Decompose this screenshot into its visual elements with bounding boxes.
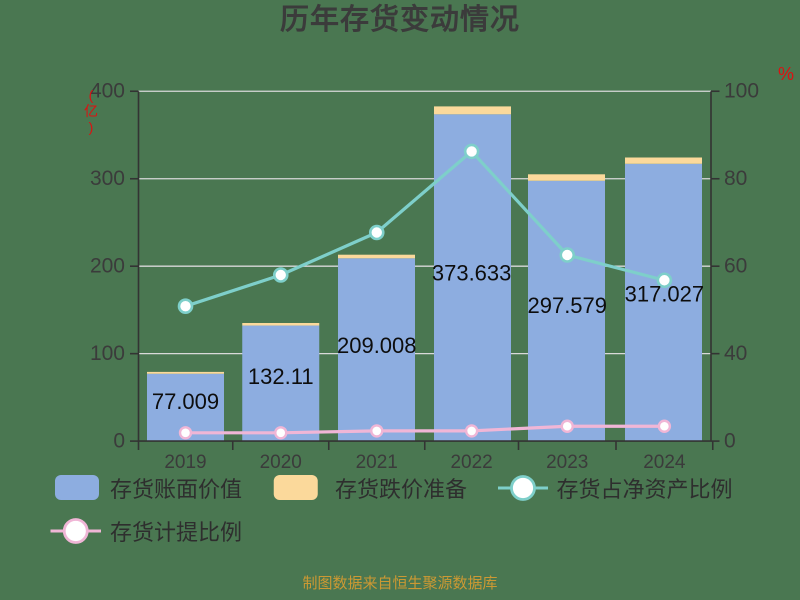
svg-text:0: 0 <box>724 430 736 453</box>
svg-text:历年存货变动情况: 历年存货变动情况 <box>280 2 520 36</box>
svg-text:100: 100 <box>724 80 759 103</box>
svg-text:2020: 2020 <box>260 452 302 473</box>
svg-text:2021: 2021 <box>356 452 398 473</box>
svg-text:存货计提比例: 存货计提比例 <box>110 520 242 545</box>
svg-text:132.11: 132.11 <box>248 364 314 389</box>
svg-text:100: 100 <box>90 342 125 365</box>
svg-text:2024: 2024 <box>643 452 686 473</box>
svg-text:2019: 2019 <box>164 452 206 473</box>
svg-text:317.027: 317.027 <box>625 282 705 307</box>
svg-text:(: ( <box>89 87 94 103</box>
svg-text:2022: 2022 <box>450 452 492 473</box>
svg-text:亿: 亿 <box>84 103 98 119</box>
svg-text:2023: 2023 <box>546 452 588 473</box>
svg-text:%: % <box>778 64 794 84</box>
svg-text:存货占净资产比例: 存货占净资产比例 <box>557 477 733 502</box>
svg-text:209.008: 209.008 <box>337 333 417 358</box>
svg-text:制图数据来自恒生聚源数据库: 制图数据来自恒生聚源数据库 <box>302 575 497 592</box>
svg-text:存货跌价准备: 存货跌价准备 <box>335 477 467 502</box>
svg-text:80: 80 <box>724 167 747 190</box>
svg-text:): ) <box>89 119 94 135</box>
svg-text:60: 60 <box>724 255 747 278</box>
svg-text:297.579: 297.579 <box>527 293 607 318</box>
svg-text:300: 300 <box>90 167 125 190</box>
svg-text:373.633: 373.633 <box>432 260 512 285</box>
svg-text:0: 0 <box>113 430 125 453</box>
svg-text:400: 400 <box>90 80 125 103</box>
svg-text:40: 40 <box>724 342 747 365</box>
svg-text:存货账面价值: 存货账面价值 <box>110 477 242 502</box>
svg-text:200: 200 <box>90 255 125 278</box>
svg-text:77.009: 77.009 <box>152 389 219 414</box>
